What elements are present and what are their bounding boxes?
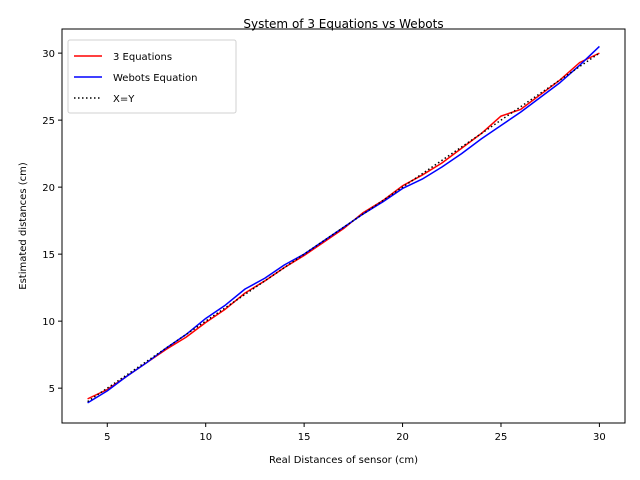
plot-frame [61,28,626,424]
x-tick-label: 15 [298,432,311,443]
x-tick-label: 25 [495,432,508,443]
chart-title: System of 3 Equations vs Webots [243,17,443,31]
legend-label-3-equations: 3 Equations [113,52,172,63]
plot-lines [87,45,600,404]
y-tick-label: 25 [42,116,55,127]
x-axis-ticks: 5 10 15 20 25 30 [104,423,606,443]
legend-label-xy: X=Y [113,94,135,105]
x-tick-label: 20 [396,432,409,443]
y-tick-label: 20 [42,183,55,194]
series-line-3-equations [87,52,600,400]
x-tick-label: 5 [104,432,110,443]
y-tick-label: 30 [42,49,55,60]
x-axis-label: Real Distances of sensor (cm) [269,455,418,466]
series-line-webots-equation [87,45,600,404]
y-tick-label: 5 [49,384,55,395]
y-axis-label: Estimated distances (cm) [18,162,29,290]
x-tick-label: 30 [593,432,606,443]
y-axis-ticks: 5 10 15 20 25 30 [42,49,62,395]
legend: 3 Equations Webots Equation X=Y [67,39,237,114]
legend-label-webots: Webots Equation [113,73,198,84]
y-tick-label: 15 [42,250,55,261]
legend-box [67,39,237,114]
x-tick-label: 10 [199,432,212,443]
y-tick-label: 10 [42,317,55,328]
